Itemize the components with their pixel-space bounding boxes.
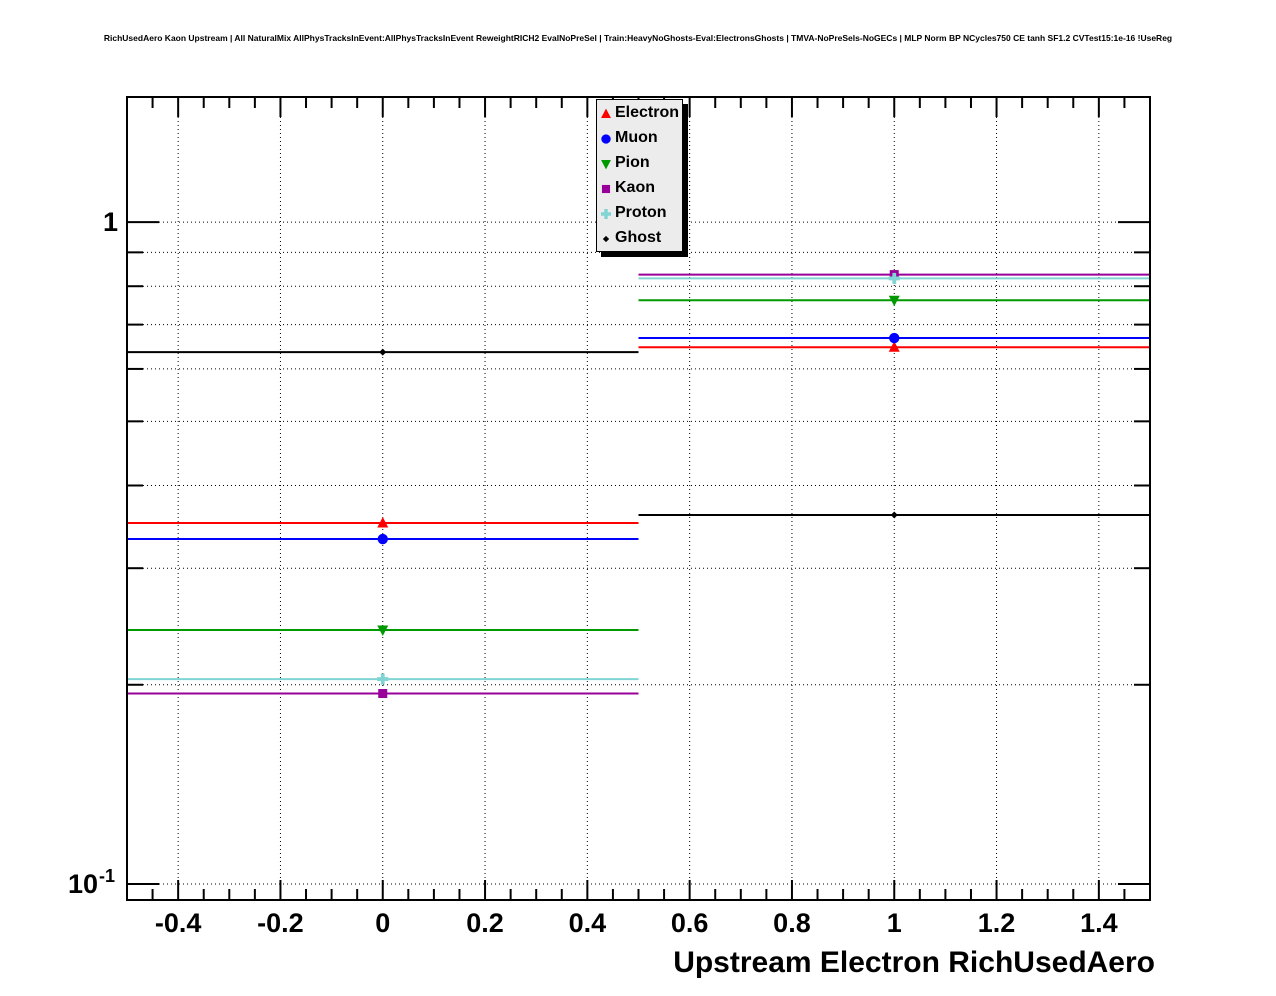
legend-item-ghost: Ghost [597,227,682,249]
legend-item-muon: Muon [597,127,682,149]
x-tick-label: 0.8 [773,908,811,938]
legend-marker [600,208,612,219]
x-tick-label: 0.4 [569,908,607,938]
cross-marker-icon [888,272,900,285]
square-marker-icon [601,184,611,193]
x-tick-label: -0.2 [257,908,304,938]
series-pion [127,295,1150,636]
y-tick-exponent: -1 [99,866,115,886]
triangle-up-marker-icon [888,341,900,352]
x-tick-label: 1.2 [978,908,1016,938]
legend-label: Muon [615,129,658,147]
dot-marker-icon [602,235,610,242]
triangle-down-marker-icon [888,295,900,307]
series-proton [127,272,1150,685]
x-tick-label: -0.4 [155,908,202,938]
series-ghost [127,348,1150,519]
circle-marker-icon [377,533,388,545]
legend-marker [601,109,611,119]
y-tick-label: 10-1 [68,866,115,899]
legend-item-electron: Electron [597,102,682,124]
x-axis-title: Upstream Electron RichUsedAero [673,946,1155,979]
cross-marker-icon [600,208,612,219]
legend-marker [601,160,611,170]
legend-label: Pion [615,154,650,172]
y-tick-mantissa: 1 [103,207,118,237]
triangle-down-marker-icon [601,160,611,170]
x-tick-label: 0.6 [671,908,709,938]
axis-ticks [127,97,1150,900]
circle-marker-icon [889,332,900,344]
legend-item-pion: Pion [597,152,682,174]
legend-item-proton: Proton [597,202,682,224]
legend-label: Electron [615,104,680,122]
x-tick-label: 1.4 [1080,908,1118,938]
plot-title: RichUsedAero Kaon Upstream | All Natural… [103,33,1173,43]
legend: Electron Muon Pion Kaon Proton Ghost [596,99,683,252]
legend-label: Ghost [615,228,662,246]
legend-marker [601,134,611,144]
x-tick-label: 1 [887,908,902,938]
legend-label: Proton [615,203,667,221]
legend-marker [601,184,611,193]
triangle-down-marker-icon [377,625,389,636]
series-electron [127,341,1150,528]
y-tick-label: 1 [103,207,118,237]
x-tick-label: 0 [375,908,390,938]
dot-marker-icon [379,348,387,356]
x-tick-label: 0.2 [466,908,504,938]
triangle-up-marker-icon [377,517,389,528]
grid [127,97,1150,900]
legend-item-kaon: Kaon [597,177,682,199]
y-tick-mantissa: 10 [68,869,98,899]
dot-marker-icon [890,511,898,519]
circle-marker-icon [601,134,611,144]
triangle-up-marker-icon [601,109,611,119]
cross-marker-icon [377,673,389,685]
series-muon [127,332,1150,545]
legend-marker [602,235,610,242]
legend-label: Kaon [615,178,655,196]
square-marker-icon [378,689,388,699]
